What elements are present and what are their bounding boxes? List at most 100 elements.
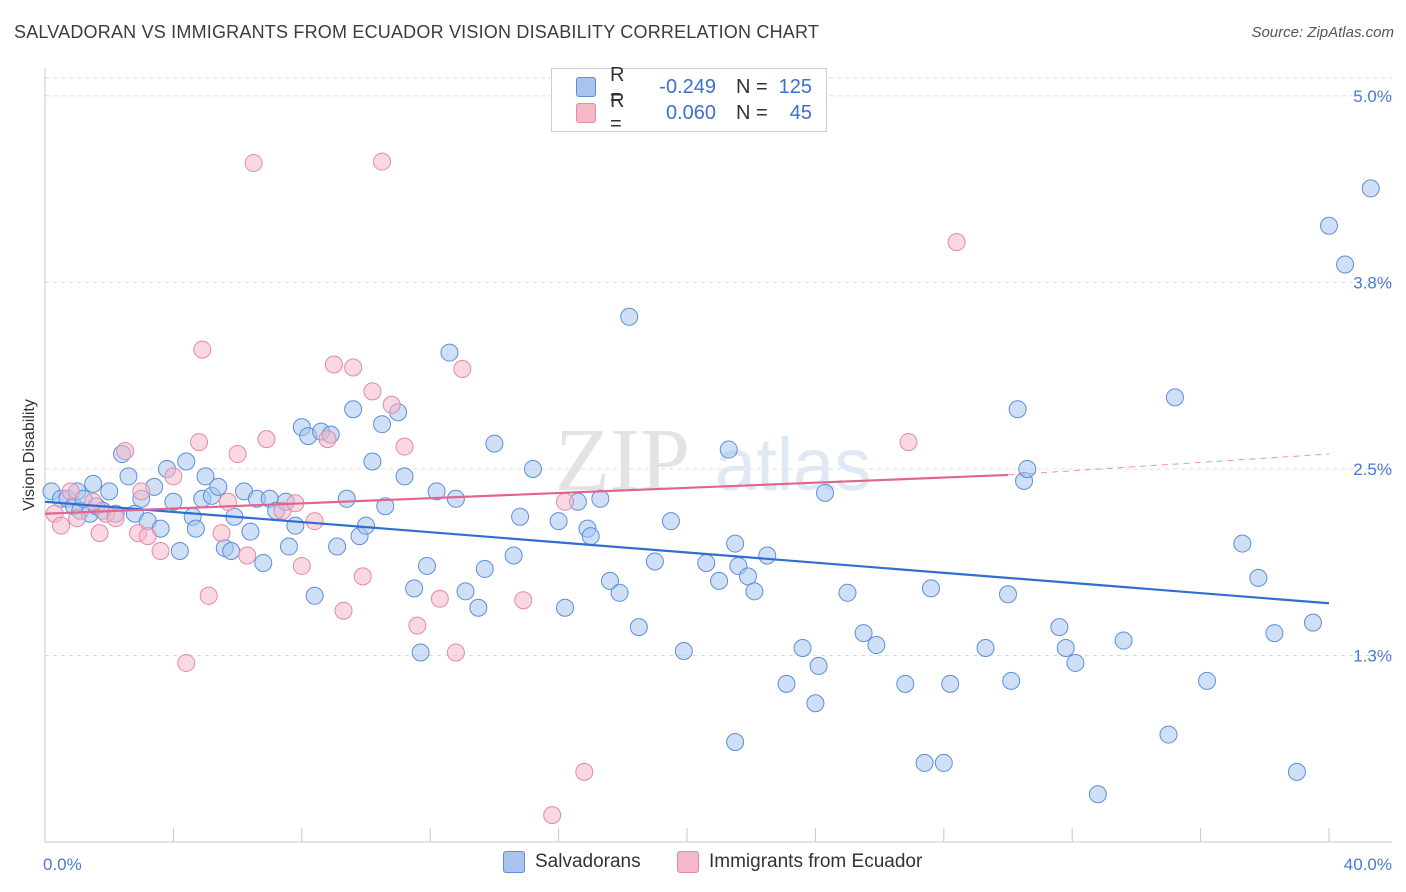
salvadorans-point-100 [896,674,915,693]
salvadorans-point-36 [254,553,273,572]
salvadorans-point-97 [838,583,857,602]
salvadorans-point-119 [1233,534,1252,553]
ecuador-point-40 [453,359,472,378]
salvadorans-point-34 [241,522,260,541]
ecuador-point-10 [132,482,151,501]
ecuador-point-37 [408,616,427,635]
trend-line-salvadorans [44,500,1330,605]
x-tick-label-1: 40.0% [1344,855,1392,874]
salvadorans-point-56 [395,467,414,486]
salvadorans-point-80 [645,552,664,571]
ecuador-point-15 [190,433,209,452]
ecuador-point-11 [138,527,157,546]
salvadorans-point-110 [1018,459,1037,478]
salvadorans-point-122 [1287,762,1306,781]
salvadorans-point-69 [523,459,542,478]
salvadorans-point-118 [1198,671,1217,690]
ecuador-point-12 [151,542,170,561]
ecuador-point-16 [193,340,212,359]
salvadorans-point-124 [1320,216,1338,235]
salvadorans-point-62 [446,489,465,508]
salvadorans-point-104 [941,674,960,693]
ecuador-point-36 [395,437,414,456]
legend-label-ecuador: Immigrants from Ecuador [709,851,923,872]
source-credit: Source: ZipAtlas.com [1251,24,1394,41]
salvadorans-point-112 [1056,639,1075,658]
trend-line-ecuador-extension [1007,453,1330,476]
ecuador-point-1 [52,516,71,535]
salvadorans-point-96 [809,656,828,675]
ecuador-point-2 [61,482,80,501]
chart-title: SALVADORAN VS IMMIGRANTS FROM ECUADOR VI… [14,22,820,42]
legend-r-value: -0.249 [659,75,716,98]
ecuador-point-42 [543,806,562,825]
ecuador-point-38 [430,589,449,608]
stats-legend: R = -0.249 N = 125 R = 0.060 N = 45 [551,64,827,135]
salvadorans-point-54 [376,497,395,516]
salvadorans-point-120 [1249,568,1268,587]
salvadorans-point-52 [363,452,382,471]
ecuador-point-39 [446,643,465,662]
salvadorans-point-25 [186,519,205,538]
y-axis-label: Vision Disability [21,399,38,511]
salvadorans-point-68 [511,507,530,526]
ecuador-point-19 [218,492,237,511]
legend-r-value: 0.060 [665,101,716,124]
salvadorans-point-48 [337,489,356,508]
salvadorans-point-58 [411,643,430,662]
ecuador-point-27 [305,512,324,531]
ecuador-point-33 [363,382,382,401]
salvadorans-point-125 [1336,255,1355,274]
salvadorans-point-98 [854,624,873,643]
salvadorans-point-11 [100,482,119,501]
salvadorans-point-74 [581,527,600,546]
salvadorans-point-115 [1114,631,1133,650]
legend-n-value: 45 [789,101,812,124]
y-tick-label-3: 5.0% [1353,87,1392,106]
salvadorans-point-76 [600,571,619,590]
legend-swatch-ecuador [677,851,699,873]
salvadorans-point-105 [976,639,995,658]
salvadorans-point-101 [915,753,934,772]
salvadorans-point-102 [921,579,940,598]
salvadorans-point-93 [793,639,812,658]
ecuador-point-46 [947,233,966,252]
salvadorans-point-29 [209,477,228,496]
legend-swatch-salvadorans [503,851,525,873]
salvadorans-point-21 [164,492,183,511]
salvadorans-point-111 [1050,618,1069,637]
salvadorans-point-70 [549,512,568,531]
salvadorans-point-59 [417,556,436,575]
salvadorans-point-14 [119,467,138,486]
salvadorans-point-49 [344,400,363,419]
legend-item-salvadorans: Salvadorans [503,851,641,873]
ecuador-point-20 [228,445,247,464]
salvadorans-point-85 [719,440,738,459]
salvadorans-point-27 [196,467,215,486]
ecuador-point-28 [318,430,337,449]
y-tick-label-0: 1.3% [1353,646,1392,665]
salvadorans-point-53 [373,415,392,434]
salvadorans-point-31 [222,542,241,561]
legend-n-label: N = [736,101,768,124]
salvadorans-point-94 [806,694,825,713]
y-tick-label-1: 2.5% [1353,460,1392,479]
legend-item-ecuador: Immigrants from Ecuador [677,851,922,873]
ecuador-point-45 [899,433,918,452]
ecuador-point-43 [556,492,575,511]
ecuador-point-44 [575,762,594,781]
ecuador-point-4 [84,492,103,511]
ecuador-point-8 [116,442,135,461]
ecuador-point-5 [90,524,109,543]
ecuador-point-34 [373,152,392,171]
series-salvadorans-points [42,179,1380,804]
salvadorans-point-121 [1265,624,1284,643]
ecuador-point-17 [199,586,218,605]
salvadorans-point-89 [738,567,757,586]
salvadorans-point-116 [1159,725,1178,744]
salvadorans-point-23 [177,452,196,471]
tick-labels: 1.3% 2.5% 3.8% 5.0% 0.0% 40.0% [43,87,1392,874]
ecuador-point-14 [177,653,196,672]
salvadorans-point-63 [456,582,475,601]
